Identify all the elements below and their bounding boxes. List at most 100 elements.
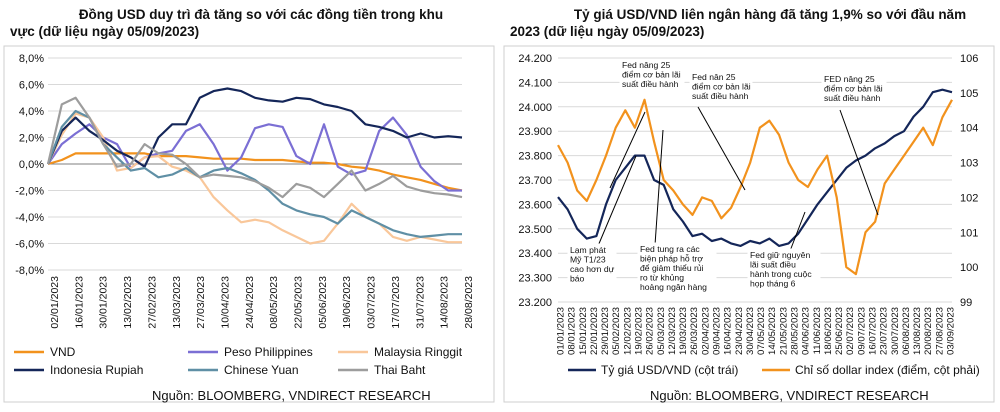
right-y-right-tick-label: 102 (960, 192, 978, 204)
right-y-left-tick-label: 23.700 (518, 175, 552, 187)
legend-label-malaysia-ringgit: Malaysia Ringgit (374, 345, 463, 359)
annotation-text: Lạm phát Mỹ T1/23 cao hơn dự báo (570, 245, 615, 284)
left-x-tick-label: 05/06/2023 (317, 276, 329, 329)
legend-label-indonesia-rupiah: Indonesia Rupiah (50, 363, 143, 377)
left-series-chinese-yuan (46, 109, 462, 238)
right-x-tick-label: 13/08/2023 (912, 307, 923, 355)
left-x-tick-label: 13/03/2023 (171, 276, 183, 329)
left-y-tick-label: 6,0% (19, 80, 44, 92)
left-chart-panel: Đồng USD duy trì đà tăng so với các đồng… (3, 6, 495, 403)
legend-label-usdvnd: Tỷ giá USD/VND (cột trái) (601, 363, 738, 377)
legend-label-chinese-yuan: Chinese Yuan (224, 363, 299, 377)
annotation-arrow (697, 106, 746, 191)
annotation-arrow (839, 109, 879, 216)
left-x-tick-label: 08/05/2023 (268, 276, 280, 329)
right-x-tick-label: 26/03/2023 (689, 307, 700, 355)
right-chart-panel: Tỷ giá USD/VND liên ngân hàng đã tăng 1,… (500, 0, 1000, 412)
right-x-tick-label: 11/06/2023 (812, 307, 823, 354)
right-x-tick-label: 07/05/2023 (756, 307, 767, 355)
right-y-right-tick-label: 101 (960, 227, 978, 239)
right-y-left-tick-label: 24.200 (518, 53, 552, 65)
right-x-tick-label: 14/05/2023 (767, 307, 778, 355)
left-series-indonesia-rupiah (46, 87, 463, 168)
left-x-tick-label: 16/01/2023 (73, 276, 85, 329)
right-y-left-tick-label: 23.500 (518, 224, 552, 236)
right-x-tick-label: 09/04/2023 (712, 307, 723, 355)
left-chart-title: Đồng USD duy trì đà tăng so với các đồng… (10, 6, 490, 40)
annotation-box (689, 70, 753, 104)
left-x-tick-label: 17/07/2023 (390, 276, 402, 329)
annotation-arrow (597, 155, 637, 247)
left-x-tick-label: 24/04/2023 (244, 276, 256, 329)
left-x-tick-label: 30/01/2023 (98, 276, 110, 329)
right-y-left-tick-label: 23.800 (518, 151, 552, 163)
annotation-box (637, 242, 717, 295)
right-x-tick-label: 12/02/2023 (622, 307, 633, 355)
right-y-left-tick-label: 23.600 (518, 199, 552, 211)
annotation-text: Fed nâng 25 điểm cơ bản lãi suất điều hành (622, 60, 681, 89)
right-x-tick-label: 19/02/2023 (634, 307, 645, 355)
annotation-box (619, 58, 685, 92)
annotation-arrow (654, 129, 664, 246)
right-x-tick-label: 22/01/2023 (589, 307, 600, 355)
left-x-tick-label: 10/04/2023 (219, 276, 231, 329)
right-x-tick-label: 15/01/2023 (578, 307, 589, 355)
right-dual-axis-chart: 24.200 24.100 24.000 23.900 23.800 23.700 23.6… (503, 45, 995, 403)
right-x-tick-label: 02/07/2023 (845, 307, 856, 355)
legend-label-vnd: VND (50, 345, 76, 359)
left-y-tick-label: 8,0% (19, 53, 44, 65)
right-y-left-tick-label: 24.000 (518, 102, 552, 114)
left-x-tick-label: 27/03/2023 (195, 276, 207, 329)
annotation-text: FED nâng 25 điểm cơ bản lãi suất điều hành (824, 74, 883, 103)
legend-label-dxy: Chỉ số dollar index (điểm, cột phải) (795, 363, 980, 377)
right-x-tick-label: 23/07/2023 (879, 307, 890, 355)
right-x-tick-label: 18/06/2023 (823, 307, 834, 355)
annotation-5: Fed tung ra các biện pháp hỗ trợ để giảm t… (637, 129, 717, 295)
right-x-tick-label: 27/08/2023 (934, 307, 945, 355)
annotation-text: Fed tung ra các biện pháp hỗ trợ để giảm t… (640, 244, 707, 292)
right-title-line2: 2023 (dữ liệu ngày 05/09/2023) (510, 24, 705, 39)
left-y-tick-label: -4,0% (15, 212, 44, 224)
left-x-tick-label: 19/06/2023 (341, 276, 353, 329)
right-y-left-tick-label: 23.900 (518, 126, 552, 138)
right-x-tick-label: 05/03/2023 (656, 307, 667, 355)
right-x-tick-label: 20/08/2023 (923, 307, 934, 355)
right-y-right-tick-label: 106 (960, 53, 978, 65)
annotation-arrow (789, 211, 806, 252)
annotation-arrow (609, 111, 646, 189)
right-series-chi-so-dollar-index-iem-cot-phai (557, 98, 953, 276)
left-line-chart: 8,0% 6,0% 4,0% 2,0% 0,0% -2,0% -4,0% -6,0% -8,0%… (3, 45, 495, 403)
right-chart-title: Tỷ giá USD/VND liên ngân hàng đã tăng 1,… (510, 6, 990, 40)
right-x-tick-label: 04/06/2023 (801, 307, 812, 355)
right-x-tick-label: 25/06/2023 (834, 307, 845, 355)
right-x-tick-label: 03/09/2023 (946, 307, 957, 355)
left-series-thai-baht (46, 96, 463, 199)
left-y-tick-label: -8,0% (15, 265, 44, 277)
annotation-text: Fed nân 25 điểm cơ bản lãi suất điều hành (692, 72, 751, 101)
right-x-tick-label: 02/04/2023 (700, 307, 711, 355)
right-y-left-tick-label: 23.400 (518, 248, 552, 260)
right-x-tick-label: 16/04/2023 (723, 307, 734, 355)
right-x-tick-label: 12/03/2023 (667, 307, 678, 355)
right-x-tick-label: 26/02/2023 (645, 307, 656, 355)
right-y-left-tick-label: 23.200 (518, 297, 552, 309)
annotation-box (747, 248, 821, 292)
right-y-right-tick-label: 105 (960, 88, 978, 100)
right-x-tick-label: 06/08/2023 (901, 307, 912, 355)
right-title-line1: Tỷ giá USD/VND liên ngân hàng đã tăng 1,… (573, 7, 967, 22)
right-y-right-tick-label: 100 (960, 262, 978, 274)
left-y-tick-label: -2,0% (15, 186, 44, 198)
right-x-tick-label: 28/05/2023 (790, 307, 801, 355)
legend-label-peso-philippines: Peso Philippines (224, 345, 313, 359)
left-y-tick-label: -6,0% (15, 239, 44, 251)
right-x-tick-label: 30/07/2023 (890, 307, 901, 355)
left-chart-frame (3, 45, 495, 403)
left-x-tick-label: 28/08/2023 (463, 276, 475, 329)
right-y-right-tick-label: 104 (960, 123, 978, 135)
left-x-tick-label: 14/08/2023 (439, 276, 451, 329)
left-title-line2: vực (dữ liệu ngày 05/09/2023) (10, 24, 200, 39)
left-x-tick-label: 27/02/2023 (146, 276, 158, 329)
right-x-tick-label: 23/04/2023 (734, 307, 745, 355)
left-series-peso-philippines (47, 116, 462, 192)
right-x-tick-label: 21/05/2023 (778, 307, 789, 355)
